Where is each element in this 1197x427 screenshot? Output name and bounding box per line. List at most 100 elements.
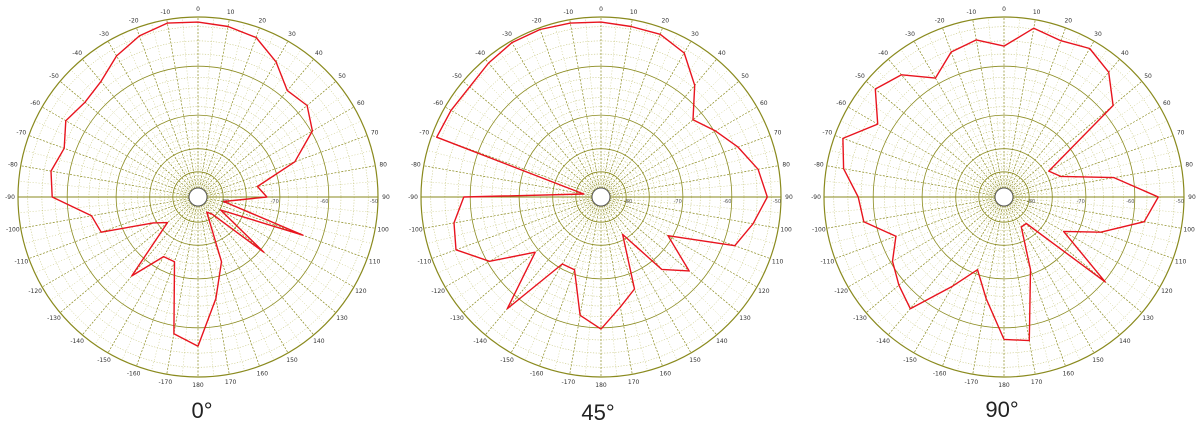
- angle-tick-label: -20: [129, 17, 139, 24]
- grid-spoke: [834, 135, 996, 195]
- center-hole: [591, 187, 611, 207]
- angle-tick-label: -40: [475, 50, 485, 57]
- radial-label: -60: [320, 199, 328, 205]
- angle-tick-label: 50: [741, 73, 749, 80]
- grid-spoke: [1009, 58, 1120, 191]
- angle-tick-label: 100: [377, 227, 389, 234]
- grid-spoke: [28, 135, 190, 195]
- grid-spoke: [200, 205, 260, 367]
- chart-1-caption: 45°: [581, 400, 614, 425]
- angle-tick-label: 150: [1092, 357, 1104, 364]
- grid-spoke: [1010, 81, 1143, 192]
- grid-spoke: [1011, 201, 1161, 288]
- angle-tick-label: 40: [1121, 50, 1129, 57]
- grid-spoke: [485, 203, 596, 336]
- grid-spoke: [462, 81, 595, 192]
- grid-spoke: [1012, 135, 1174, 195]
- angle-tick-label: 180: [595, 382, 607, 389]
- grid-spoke: [1012, 199, 1174, 259]
- grid-spoke: [972, 19, 1003, 189]
- series-0-trace: [50, 21, 314, 347]
- grid-spoke: [539, 27, 599, 189]
- angle-tick-label: -50: [452, 73, 462, 80]
- grid-spoke: [607, 81, 740, 192]
- angle-tick-label: 60: [357, 100, 365, 107]
- grid-spoke: [485, 58, 596, 191]
- grid-spoke: [1012, 198, 1182, 229]
- angle-tick-label: -120: [431, 288, 445, 295]
- grid-spoke: [865, 202, 998, 313]
- grid-spoke: [431, 135, 593, 195]
- radial-label: -50: [1176, 199, 1184, 205]
- grid-spoke: [888, 203, 999, 336]
- angle-tick-label: -170: [965, 379, 979, 386]
- grid-spoke: [1006, 27, 1066, 189]
- radial-label: -80: [624, 199, 632, 205]
- angle-tick-label: 70: [371, 130, 379, 137]
- angle-tick-label: -90: [811, 194, 821, 201]
- center-hole: [994, 187, 1014, 207]
- angle-tick-label: 170: [225, 379, 237, 386]
- angle-tick-label: 80: [1185, 161, 1193, 168]
- angle-tick-label: 10: [1033, 9, 1041, 16]
- grid-spoke: [199, 19, 230, 189]
- angle-tick-label: -140: [473, 338, 487, 345]
- angle-tick-label: -80: [8, 161, 18, 168]
- angle-tick-label: -80: [411, 161, 421, 168]
- grid-spoke: [826, 198, 996, 229]
- grid-spoke: [609, 199, 771, 259]
- angle-tick-label: 110: [1175, 258, 1187, 265]
- grid-spoke: [1005, 205, 1036, 375]
- grid-spoke: [423, 198, 593, 229]
- angle-tick-label: 40: [718, 50, 726, 57]
- angle-tick-label: -160: [933, 371, 947, 378]
- angle-tick-label: 130: [1142, 315, 1154, 322]
- grid-spoke: [1008, 204, 1095, 354]
- grid-spoke: [865, 81, 998, 192]
- grid-spoke: [20, 198, 190, 229]
- angle-tick-label: -10: [966, 9, 976, 16]
- angle-tick-label: -50: [855, 73, 865, 80]
- angle-tick-label: 0: [599, 6, 603, 13]
- grid-spoke: [199, 205, 230, 375]
- grid-spoke: [444, 201, 594, 288]
- grid-spoke: [608, 201, 758, 288]
- angle-tick-label: -170: [159, 379, 173, 386]
- angle-tick-label: -130: [853, 315, 867, 322]
- angle-tick-label: -60: [30, 100, 40, 107]
- grid-spoke: [606, 58, 717, 191]
- angle-tick-label: -70: [16, 130, 26, 137]
- angle-tick-label: 120: [355, 288, 367, 295]
- radial-label: -60: [723, 199, 731, 205]
- angle-tick-label: 140: [1119, 338, 1131, 345]
- grid-spoke: [1009, 203, 1120, 336]
- angle-tick-label: -90: [408, 194, 418, 201]
- polar-chart-45deg: 0 10 20 30 40 50 60 70 80 90 100 110 120 130 140 150 160…: [408, 6, 793, 389]
- polar-chart-0deg: 0 10 20 30 40 50 60 70 80 90 100 110 120 130 140 150 160…: [5, 6, 390, 389]
- angle-tick-label: -20: [532, 17, 542, 24]
- grid-spoke: [59, 202, 192, 313]
- grid-spoke: [1008, 40, 1095, 190]
- angle-tick-label: 20: [1064, 17, 1072, 24]
- angle-tick-label: -10: [160, 9, 170, 16]
- angle-tick-label: -50: [49, 73, 59, 80]
- grid-spoke: [203, 58, 314, 191]
- angle-tick-label: 150: [286, 357, 298, 364]
- angle-tick-label: -100: [409, 227, 423, 234]
- angle-tick-label: -30: [502, 31, 512, 38]
- angle-tick-label: -150: [500, 357, 514, 364]
- angle-tick-label: -40: [72, 50, 82, 57]
- angle-tick-label: 60: [1163, 100, 1171, 107]
- grid-spoke: [202, 204, 289, 354]
- angle-tick-label: 110: [369, 258, 381, 265]
- grid-spoke: [602, 205, 633, 375]
- grid-spoke: [569, 205, 600, 375]
- grid-spoke: [913, 40, 1000, 190]
- angle-tick-label: 40: [315, 50, 323, 57]
- grid-spoke: [510, 204, 597, 354]
- grid-spoke: [608, 106, 758, 193]
- angle-tick-label: 20: [258, 17, 266, 24]
- angle-tick-label: -80: [814, 161, 824, 168]
- grid-spoke: [431, 199, 593, 259]
- grid-spoke: [166, 19, 197, 189]
